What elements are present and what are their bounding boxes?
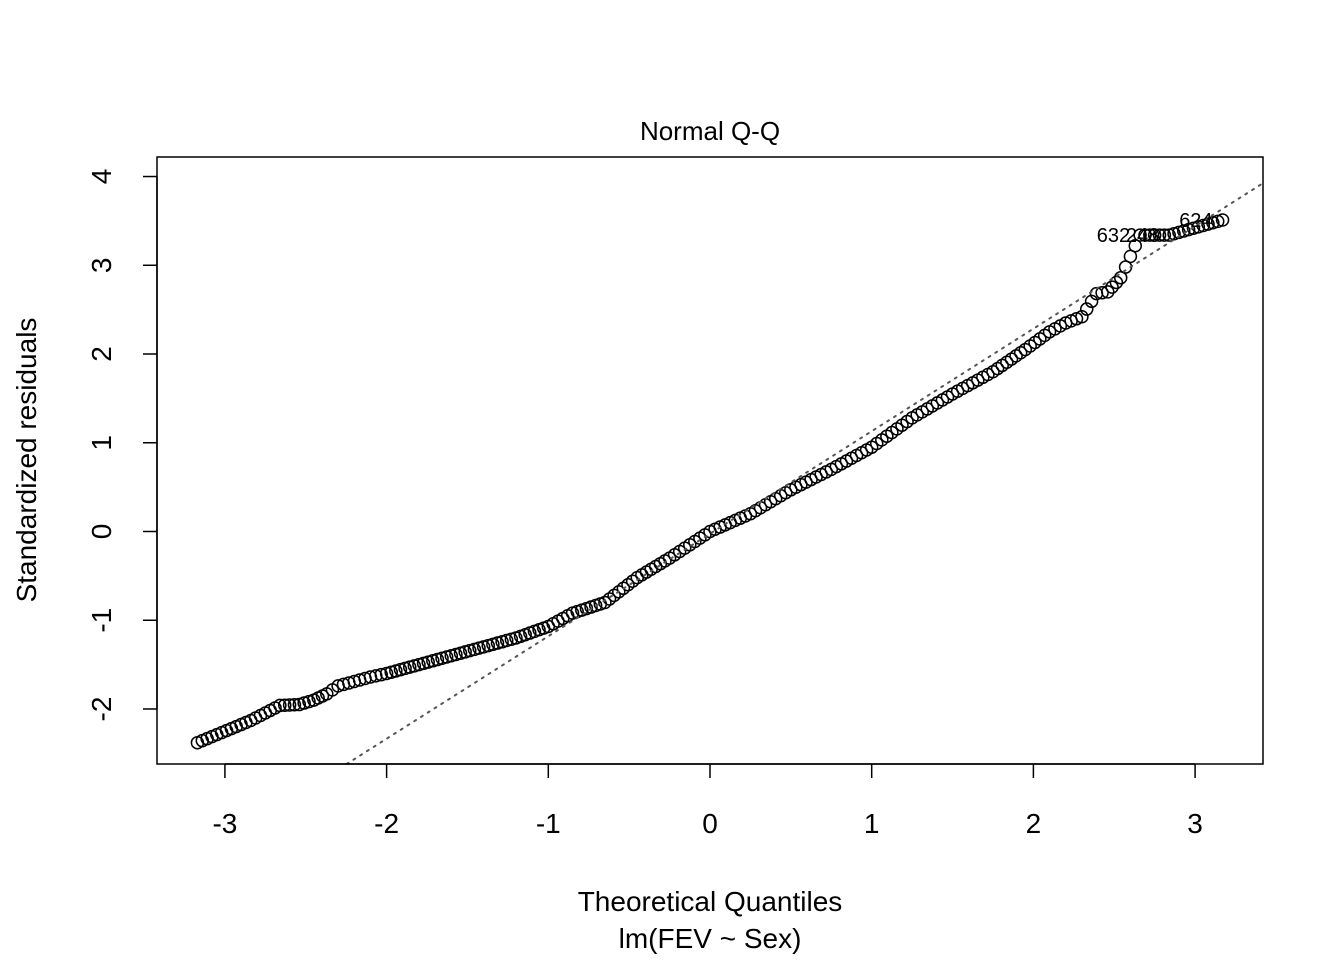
x-axis-subtitle: lm(FEV ~ Sex) [619,923,802,954]
data-point [1080,302,1094,316]
x-tick-label: 0 [702,808,718,839]
data-points [190,213,1230,750]
data-point [287,698,302,712]
x-tick-label: -2 [374,808,399,839]
y-axis-label: Standardized residuals [11,318,42,603]
data-point [282,698,297,712]
data-point [277,698,292,712]
point-annotation-label: 248 [1126,225,1159,247]
x-tick-label: 3 [1187,808,1203,839]
data-point [616,581,631,596]
x-axis: -3 -2 -1 0 1 2 3 [212,763,1203,839]
chart-title: Normal Q-Q [640,116,780,146]
y-tick-label: 2 [86,346,117,362]
data-point [374,667,388,682]
data-point [1075,309,1089,324]
y-tick-label: 1 [86,435,117,451]
data-point [1147,228,1162,242]
data-point [612,585,626,599]
data-point [1095,286,1109,300]
data-point [1143,228,1157,242]
x-tick-label: -1 [536,808,561,839]
data-point [621,577,635,592]
data-point [1157,228,1172,242]
plot-frame [156,156,1264,765]
point-annotation-label: 624 [1179,210,1212,232]
y-tick-label: -2 [86,697,117,722]
y-tick-label: 3 [86,258,117,274]
data-point [1133,228,1147,242]
y-tick-label: -1 [86,608,117,633]
x-tick-label: 1 [864,808,880,839]
x-tick-label: -3 [212,808,237,839]
y-axis: -2 -1 0 1 2 3 4 [86,169,158,722]
y-tick-label: 0 [86,524,117,540]
data-point [1138,228,1152,242]
point-annotation-label: 632 [1097,225,1130,247]
data-point [607,588,621,603]
data-point [1215,213,1230,227]
data-point [273,698,287,713]
y-tick-label: 4 [86,169,117,185]
data-point [602,592,617,606]
data-point [625,574,640,588]
data-point [1105,280,1119,294]
x-axis-label: Theoretical Quantiles [578,886,843,917]
data-point [1101,285,1115,299]
x-tick-label: 2 [1026,808,1042,839]
data-point [1084,294,1099,309]
data-point [1152,228,1167,242]
data-point [598,595,612,610]
reference-line [345,182,1264,765]
